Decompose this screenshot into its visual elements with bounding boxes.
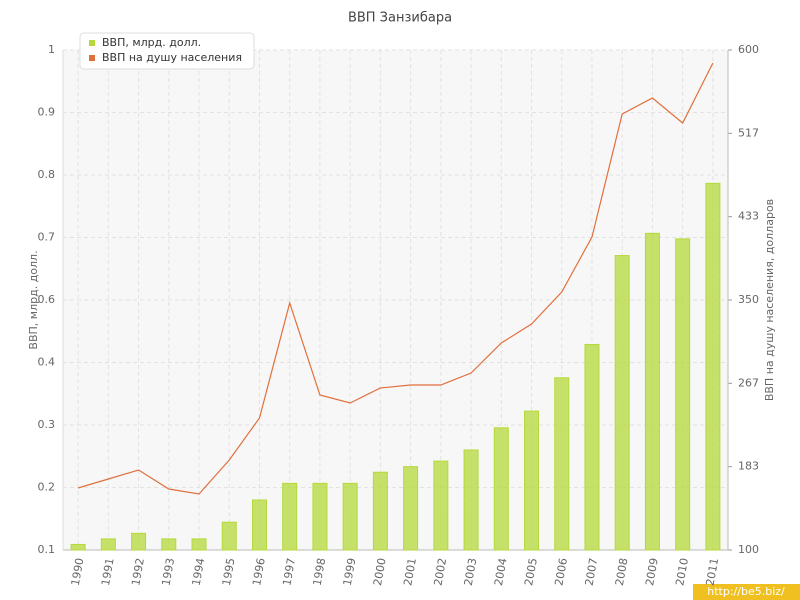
legend-swatch <box>89 55 95 61</box>
y2-tick-label: 433 <box>738 210 759 223</box>
legend: ВВП, млрд. долл. ВВП на душу населения <box>79 32 255 70</box>
watermark-bg <box>693 584 800 600</box>
y-tick-label: 0.2 <box>38 481 56 494</box>
y2-tick-label: 600 <box>738 43 759 56</box>
bar <box>282 482 298 551</box>
bar <box>433 460 449 551</box>
legend-label: ВВП, млрд. долл. <box>102 36 201 49</box>
x-tick-label: 1990 <box>69 557 87 587</box>
x-tick-label: 2002 <box>432 557 450 587</box>
y2-tick-label: 183 <box>738 460 759 473</box>
watermark: http://be5.biz/ <box>707 585 785 598</box>
bar <box>312 482 328 551</box>
bar <box>70 543 86 551</box>
y-tick-label: 0.4 <box>38 356 56 369</box>
y-tick-label: 0.7 <box>38 231 56 244</box>
legend-box <box>79 32 255 70</box>
y-tick-label: 0.6 <box>38 293 56 306</box>
x-tick-label: 2000 <box>371 557 389 587</box>
y-axis-label: ВВП, млрд. долл. <box>27 250 40 349</box>
x-tick-label: 1995 <box>220 557 238 587</box>
bar <box>372 471 388 551</box>
bar <box>403 466 419 551</box>
x-tick-label: 1993 <box>159 557 177 587</box>
bar <box>614 255 630 551</box>
x-tick-label: 1994 <box>190 557 208 587</box>
x-tick-label: 1991 <box>99 557 117 587</box>
bar <box>251 499 267 551</box>
y2-tick-label: 517 <box>738 126 759 139</box>
x-tick-label: 2004 <box>492 557 510 587</box>
bar <box>221 521 237 551</box>
x-tick-label: 2008 <box>613 557 631 587</box>
y-tick-label: 1 <box>48 43 55 56</box>
bar <box>131 532 147 551</box>
bar <box>675 238 691 551</box>
x-tick-label: 2005 <box>522 557 540 587</box>
y2-axis-label: ВВП на душу населения, долларов <box>763 199 776 401</box>
bar <box>705 182 721 551</box>
x-tick-label: 2007 <box>583 557 601 587</box>
x-tick-label: 1997 <box>280 557 298 587</box>
legend-swatch <box>89 40 95 46</box>
bar <box>554 377 570 551</box>
x-tick-label: 2001 <box>401 557 419 587</box>
line <box>77 62 714 495</box>
bar <box>493 427 509 551</box>
legend-label: ВВП на душу населения <box>102 51 242 64</box>
x-tick-label: 2009 <box>643 557 661 587</box>
x-tick-label: 1999 <box>341 557 359 587</box>
x-tick-label: 1996 <box>250 557 268 587</box>
x-tick-label: 1998 <box>311 557 329 587</box>
y2-tick-label: 100 <box>738 543 759 556</box>
bar <box>100 538 116 551</box>
bar <box>191 538 207 551</box>
chart-title: ВВП Занзибара <box>348 11 452 26</box>
y2-tick-label: 267 <box>738 376 759 389</box>
y-tick-label: 0.9 <box>38 106 56 119</box>
x-tick-label: 2003 <box>462 557 480 587</box>
bar <box>161 538 177 551</box>
x-tick-label: 2006 <box>552 557 570 587</box>
bar <box>524 410 540 551</box>
bar <box>342 482 358 551</box>
y-tick-label: 0.8 <box>38 168 56 181</box>
bar <box>644 232 660 551</box>
bar <box>584 343 600 551</box>
x-tick-label: 2011 <box>704 557 722 587</box>
bar <box>463 449 479 551</box>
y-tick-label: 0.3 <box>38 418 56 431</box>
x-tick-label: 2010 <box>673 557 691 587</box>
y-tick-label: 0.1 <box>38 543 56 556</box>
y2-tick-label: 350 <box>738 293 759 306</box>
x-tick-label: 1992 <box>129 557 147 587</box>
